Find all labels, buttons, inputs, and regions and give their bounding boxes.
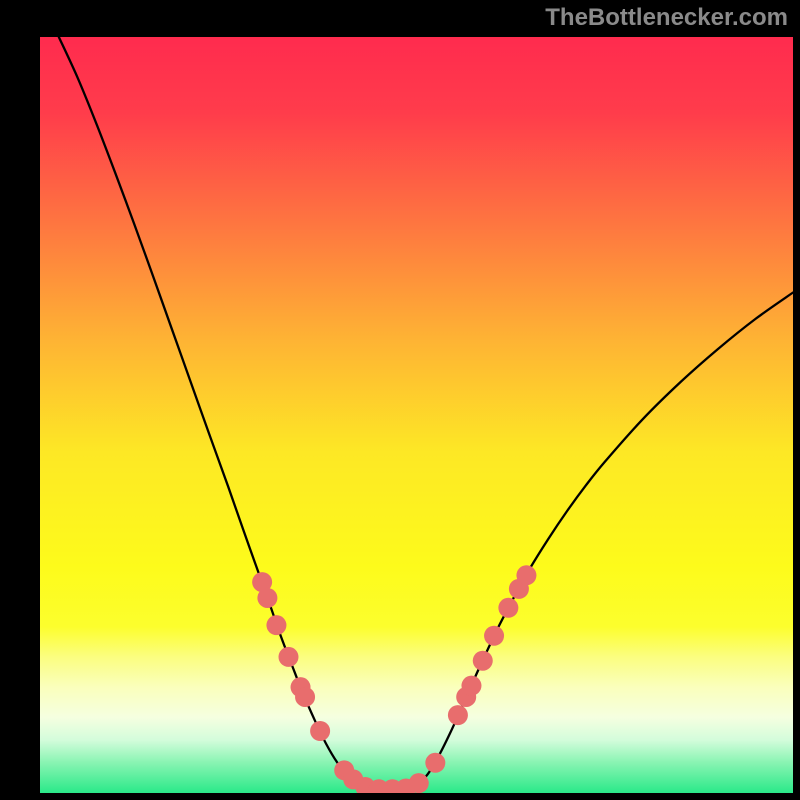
data-marker	[295, 687, 315, 707]
data-marker	[266, 615, 286, 635]
data-marker	[448, 705, 468, 725]
watermark-text: TheBottlenecker.com	[545, 4, 788, 32]
data-marker	[473, 651, 493, 671]
data-marker	[310, 721, 330, 741]
data-marker	[484, 626, 504, 646]
data-marker	[409, 773, 429, 793]
chart-svg	[40, 37, 793, 793]
data-marker	[278, 647, 298, 667]
plot-area	[40, 37, 793, 793]
data-marker	[516, 565, 536, 585]
data-marker	[461, 676, 481, 696]
data-marker	[425, 753, 445, 773]
data-marker	[498, 598, 518, 618]
gradient-background	[40, 37, 793, 793]
data-marker	[257, 588, 277, 608]
chart-container: TheBottlenecker.com	[0, 0, 800, 800]
